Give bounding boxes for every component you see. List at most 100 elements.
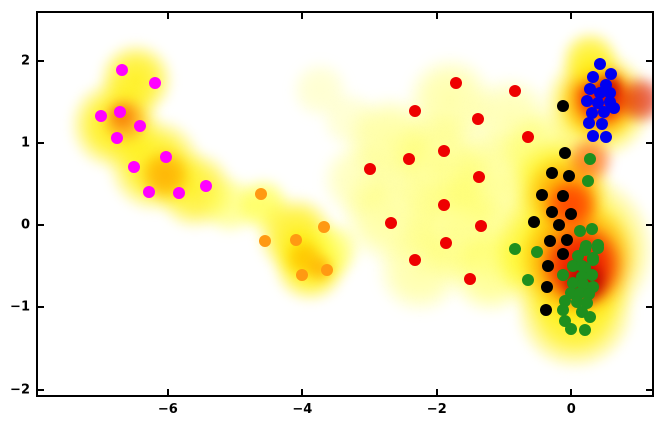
scatter-point-magenta-cluster	[149, 77, 162, 90]
scatter-point-black-cluster	[559, 147, 572, 160]
scatter-point-magenta-cluster	[128, 161, 141, 174]
scatter-point-blue-cluster	[581, 95, 594, 108]
scatter-point-blue-cluster	[604, 87, 617, 100]
scatter-point-orange-cluster	[320, 263, 333, 276]
axis-tick	[646, 142, 652, 145]
density-blob	[97, 41, 174, 118]
x-tick-label: −6	[157, 402, 178, 417]
scatter-point-blue-cluster	[584, 83, 597, 96]
scatter-point-black-cluster	[546, 206, 559, 219]
density-blob	[515, 249, 636, 370]
density-blob	[615, 74, 652, 125]
density-blob	[290, 59, 351, 120]
scatter-point-green-cluster	[579, 323, 592, 336]
density-blob	[525, 154, 606, 235]
scatter-point-green-cluster	[574, 225, 587, 238]
scatter-point-magenta-cluster	[160, 151, 173, 164]
density-blob	[400, 174, 511, 285]
scatter-point-red-cluster	[521, 130, 534, 143]
scatter-point-red-cluster	[464, 272, 477, 285]
scatter-point-black-cluster	[564, 207, 577, 220]
density-blob	[574, 70, 631, 127]
plot-area	[36, 11, 654, 397]
scatter-point-green-cluster	[579, 243, 592, 256]
scatter-point-green-cluster	[572, 249, 584, 262]
scatter-point-black-cluster	[540, 303, 553, 316]
scatter-point-green-cluster	[584, 152, 597, 165]
scatter-point-green-cluster	[574, 286, 587, 299]
scatter-point-red-cluster	[449, 77, 462, 90]
axis-tick	[38, 224, 44, 227]
density-blob	[101, 96, 150, 145]
scatter-point-red-cluster	[437, 198, 450, 211]
scatter-point-blue-cluster	[600, 78, 613, 91]
scatter-point-green-cluster	[584, 311, 597, 324]
density-blob	[445, 130, 555, 241]
density-blob	[107, 116, 204, 213]
y-tick-label: 1	[20, 135, 30, 151]
scatter-point-black-cluster	[552, 218, 565, 231]
scatter-point-orange-cluster	[254, 188, 267, 201]
scatter-point-magenta-cluster	[134, 119, 147, 132]
density-blob	[560, 30, 621, 91]
y-tick-label: −1	[10, 299, 30, 315]
scatter-point-green-cluster	[559, 294, 572, 307]
scatter-point-black-cluster	[561, 234, 574, 247]
axis-tick	[570, 389, 573, 395]
scatter-point-green-cluster	[591, 239, 604, 252]
scatter-point-green-cluster	[580, 239, 593, 252]
scatter-point-green-cluster	[530, 245, 543, 258]
density-blob	[374, 224, 465, 315]
scatter-point-magenta-cluster	[114, 106, 127, 119]
axis-tick	[301, 13, 304, 19]
scatter-point-orange-cluster	[259, 234, 272, 247]
scatter-point-black-cluster	[557, 189, 570, 202]
scatter-point-blue-cluster	[604, 68, 617, 81]
axis-tick	[646, 60, 652, 63]
scatter-point-blue-cluster	[586, 106, 599, 119]
scatter-point-blue-cluster	[603, 96, 616, 109]
scatter-point-red-cluster	[363, 162, 376, 175]
scatter-point-green-cluster	[586, 223, 599, 236]
scatter-point-green-cluster	[571, 295, 584, 308]
density-blob	[560, 59, 641, 140]
scatter-point-green-cluster	[556, 303, 569, 316]
scatter-point-blue-cluster	[592, 96, 605, 109]
density-blob	[320, 140, 401, 221]
scatter-point-green-cluster	[558, 314, 571, 327]
axis-tick	[166, 389, 169, 395]
scatter-point-black-cluster	[563, 170, 576, 183]
scatter-point-blue-cluster	[608, 101, 621, 114]
density-blob	[445, 224, 536, 315]
x-tick-label: −2	[426, 402, 447, 417]
density-blob	[345, 94, 436, 185]
scatter-point-magenta-cluster	[116, 64, 129, 77]
y-tick-label: 0	[20, 217, 30, 233]
scatter-point-red-cluster	[474, 220, 487, 233]
scatter-point-green-cluster	[583, 287, 596, 300]
density-blob	[566, 135, 615, 184]
scatter-point-red-cluster	[440, 237, 453, 250]
density-blob	[200, 174, 261, 235]
scatter-point-black-cluster	[557, 100, 570, 113]
scatter-point-blue-cluster	[595, 118, 608, 131]
scatter-point-red-cluster	[509, 84, 522, 97]
axis-tick	[38, 142, 44, 145]
density-blob	[69, 79, 162, 172]
scatter-point-green-cluster	[587, 280, 600, 293]
scatter-point-green-cluster	[591, 241, 604, 254]
scatter-point-green-cluster	[582, 175, 595, 187]
scatter-point-red-cluster	[472, 113, 485, 126]
y-tick-label: −2	[10, 382, 30, 398]
density-blob	[485, 204, 576, 295]
axis-tick	[646, 306, 652, 309]
scatter-point-green-cluster	[586, 269, 599, 282]
axis-tick	[570, 13, 573, 19]
density-blob	[540, 222, 625, 307]
scatter-point-blue-cluster	[594, 58, 607, 71]
scatter-point-magenta-cluster	[142, 185, 155, 198]
scatter-point-blue-cluster	[583, 116, 596, 129]
scatter-point-black-cluster	[542, 260, 555, 273]
scatter-point-red-cluster	[385, 216, 398, 229]
